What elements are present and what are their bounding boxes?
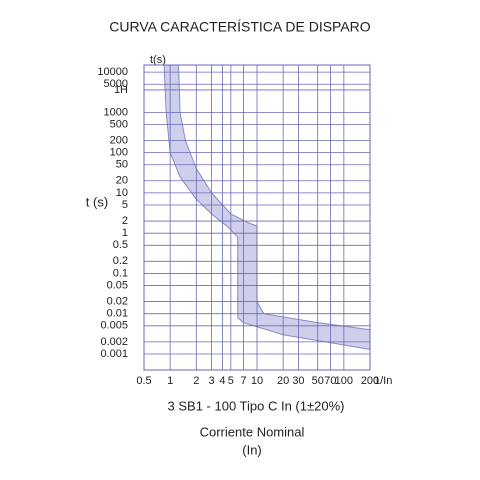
y-tick-label: 0.002 (100, 336, 128, 348)
y-tick-label: 1 (122, 227, 128, 239)
x-tick-label: 1 (167, 375, 173, 387)
y-tick-label: 0.001 (100, 348, 128, 360)
x-axis-end-label: 1/In (374, 375, 392, 387)
x-tick-label: 20 (277, 375, 289, 387)
y-tick-label: 1H (114, 84, 128, 96)
y-tick-label: 0.2 (113, 255, 128, 267)
chart-title: CURVA CARACTERÍSTICA DE DISPARO (109, 19, 370, 35)
x-tick-label: 5 (228, 375, 234, 387)
y-axis-label: t (s) (86, 194, 108, 209)
x-tick-label: 0.5 (136, 375, 151, 387)
x-tick-label: 200 (361, 375, 379, 387)
y-tick-label: 2 (122, 215, 128, 227)
y-tick-label: 0.1 (113, 267, 128, 279)
x-tick-label: 70 (324, 375, 336, 387)
x-tick-label: 30 (292, 375, 304, 387)
y-tick-label: 1000 (104, 106, 128, 118)
y-tick-label: 20 (116, 175, 128, 187)
y-tick-label: 50 (116, 159, 128, 171)
y-axis-top-label: t(s) (150, 54, 166, 66)
x-axis-label: Corriente Nominal (200, 424, 305, 439)
y-tick-label: 10 (116, 187, 128, 199)
y-tick-label: 100 (110, 147, 128, 159)
y-tick-label: 5 (122, 199, 128, 211)
x-tick-label: 10 (251, 375, 263, 387)
x-axis-unit: (In) (242, 442, 262, 457)
y-tick-label: 0.5 (113, 239, 128, 251)
y-tick-label: 500 (110, 118, 128, 130)
y-tick-label: 10000 (97, 66, 128, 78)
y-tick-label: 0.05 (107, 279, 128, 291)
x-tick-label: 2 (193, 375, 199, 387)
x-tick-label: 7 (240, 375, 246, 387)
x-tick-label: 100 (335, 375, 353, 387)
plot-frame (143, 64, 371, 371)
y-tick-label: 0.02 (107, 295, 128, 307)
x-tick-label: 3 (209, 375, 215, 387)
subtitle: 3 SB1 - 100 Tipo C In (1±20%) (168, 398, 345, 413)
x-tick-label: 50 (312, 375, 324, 387)
y-tick-label: 0.005 (100, 320, 128, 332)
y-tick-label: 0.01 (107, 308, 128, 320)
y-tick-label: 200 (110, 134, 128, 146)
trip-band (163, 64, 371, 350)
y-tick-label: 5000 (104, 78, 128, 90)
x-tick-label: 4 (219, 375, 225, 387)
